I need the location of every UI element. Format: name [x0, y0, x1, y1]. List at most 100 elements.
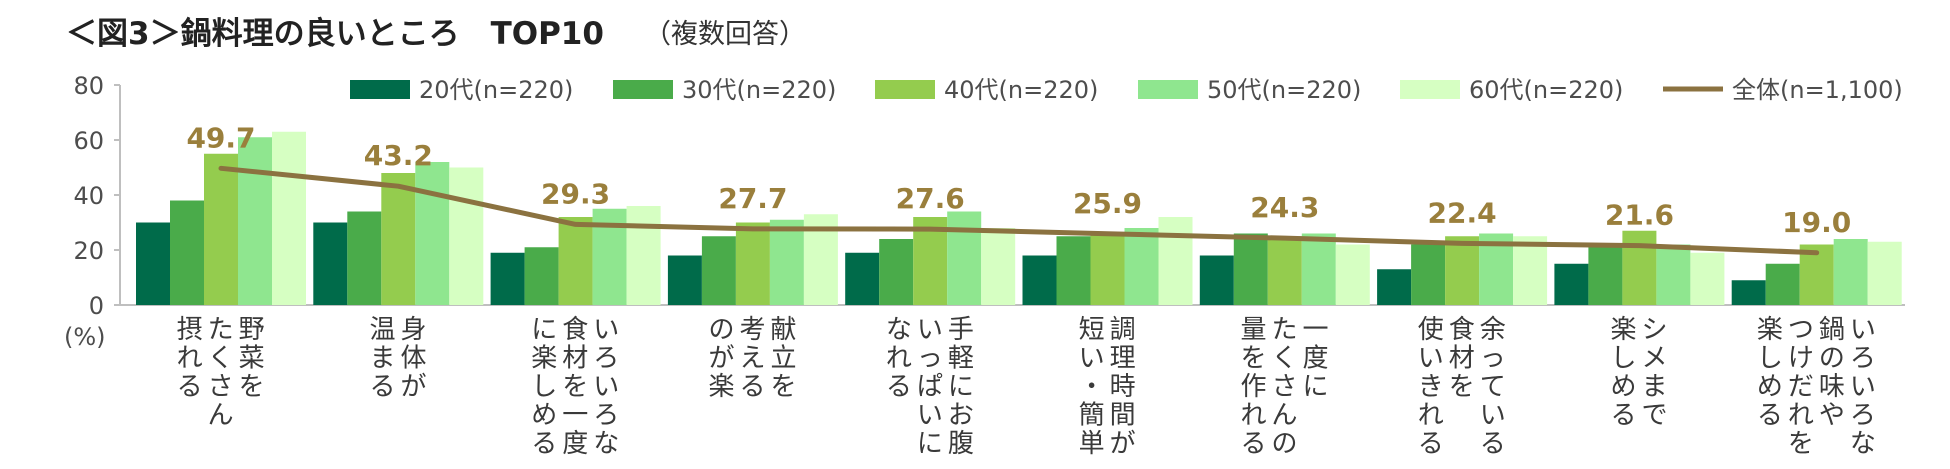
chart-subtitle: （複数回答）: [644, 19, 806, 50]
y-tick-label: 0: [89, 292, 104, 320]
category-label-line: 鍋の味や: [1819, 315, 1845, 431]
bar-40s-2: [558, 217, 593, 305]
legend-swatch-4: [1400, 80, 1460, 99]
bar-20s-7: [1377, 269, 1412, 305]
category-label-line: 調理時間が: [1110, 315, 1136, 459]
bar-20s-9: [1731, 280, 1766, 305]
bar-50s-8: [1656, 244, 1691, 305]
bar-50s-0: [238, 137, 272, 305]
bar-30s-1: [347, 211, 382, 305]
total-data-label-9: 19.0: [1782, 206, 1851, 239]
bar-30s-0: [170, 200, 204, 305]
legend-label-3: 50代(n=220): [1207, 76, 1361, 104]
bar-60s-9: [1867, 241, 1902, 305]
legend-label-0: 20代(n=220): [419, 76, 573, 104]
bar-60s-2: [626, 206, 661, 305]
category-label-line: 温まる: [369, 315, 395, 402]
bar-40s-6: [1267, 236, 1302, 305]
category-label-line: に楽しめる: [531, 315, 557, 459]
legend: 20代(n=220) 30代(n=220) 40代(n=220) 50代(n=220)…: [350, 76, 1903, 104]
bar-60s-5: [1158, 217, 1193, 305]
bar-20s-6: [1199, 255, 1234, 305]
total-series-line: [218, 165, 1820, 256]
bar-60s-7: [1513, 236, 1548, 305]
bar-20s-2: [490, 252, 525, 305]
category-label-line: 短い・簡単: [1079, 315, 1105, 459]
bar-20s-3: [667, 255, 702, 305]
total-data-label-4: 27.6: [896, 182, 965, 215]
bar-60s-8: [1690, 252, 1725, 305]
bar-40s-7: [1445, 236, 1480, 305]
category-label-line: たくさんの: [1271, 315, 1297, 459]
category-label-line: 野菜を: [239, 315, 265, 402]
y-axis-unit: (%): [64, 323, 106, 351]
legend-swatch-2: [875, 80, 935, 99]
category-label-line: 身体が: [400, 315, 426, 402]
category-label-line: 食材を: [1449, 315, 1475, 402]
total-data-label-2: 29.3: [541, 177, 610, 210]
total-data-label-3: 27.7: [718, 182, 787, 215]
bar-20s-4: [845, 252, 880, 305]
category-label-line: いろいろな: [1850, 315, 1876, 459]
bar-60s-4: [981, 228, 1016, 305]
bar-50s-5: [1124, 228, 1159, 305]
category-label-line: いろいろな: [593, 315, 619, 459]
bar-50s-4: [947, 211, 982, 305]
category-label-line: 使いきれる: [1418, 315, 1444, 459]
total-data-label-1: 43.2: [364, 139, 433, 172]
bar-60s-0: [272, 131, 306, 305]
bar-20s-8: [1554, 263, 1589, 305]
bar-20s-5: [1022, 255, 1057, 305]
bar-30s-6: [1233, 233, 1268, 305]
bar-40s-8: [1622, 230, 1657, 305]
bar-20s-0: [136, 222, 170, 305]
y-tick-label: 60: [73, 127, 104, 155]
bar-50s-9: [1833, 239, 1868, 305]
chart-title: ＜図3＞鍋料理の良いところ TOP10: [66, 16, 604, 52]
y-tick-label: 40: [73, 182, 104, 210]
bar-20s-1: [313, 222, 348, 305]
legend-label-1: 30代(n=220): [682, 76, 836, 104]
y-tick-label: 80: [73, 72, 104, 100]
category-label-line: いっぱいに: [917, 315, 943, 459]
bar-40s-1: [381, 173, 416, 305]
bar-60s-6: [1335, 244, 1370, 305]
bar-50s-1: [415, 162, 450, 305]
y-tick-label: 20: [73, 237, 104, 265]
bar-30s-3: [701, 236, 736, 305]
total-data-label-0: 49.7: [186, 121, 255, 154]
bar-60s-1: [449, 167, 484, 305]
category-label-line: 献立を: [771, 315, 797, 402]
category-label-line: 食材を一度: [562, 315, 588, 459]
category-label-line: 手軽にお腹: [948, 315, 974, 459]
legend-swatch-3: [1138, 80, 1198, 99]
category-label-line: シメまで: [1642, 315, 1668, 431]
total-data-label-5: 25.9: [1073, 187, 1142, 220]
bar-30s-9: [1765, 263, 1800, 305]
total-data-label-8: 21.6: [1605, 199, 1674, 232]
category-label-line: 摂れる: [177, 315, 203, 402]
category-label-line: つけだれを: [1788, 315, 1814, 459]
category-label-line: のが楽: [709, 315, 735, 402]
legend-label-2: 40代(n=220): [944, 76, 1098, 104]
category-label-line: なれる: [886, 315, 912, 402]
bar-30s-7: [1411, 244, 1446, 305]
category-label-line: 一度に: [1302, 315, 1328, 402]
total-data-label-6: 24.3: [1250, 191, 1319, 224]
legend-label-total: 全体(n=1,100): [1732, 76, 1903, 104]
category-label-line: 余っている: [1480, 315, 1506, 459]
legend-swatch-0: [350, 80, 410, 99]
bar-30s-8: [1588, 247, 1623, 305]
bar-40s-5: [1090, 233, 1125, 305]
category-label-line: 量を作れる: [1240, 315, 1266, 459]
